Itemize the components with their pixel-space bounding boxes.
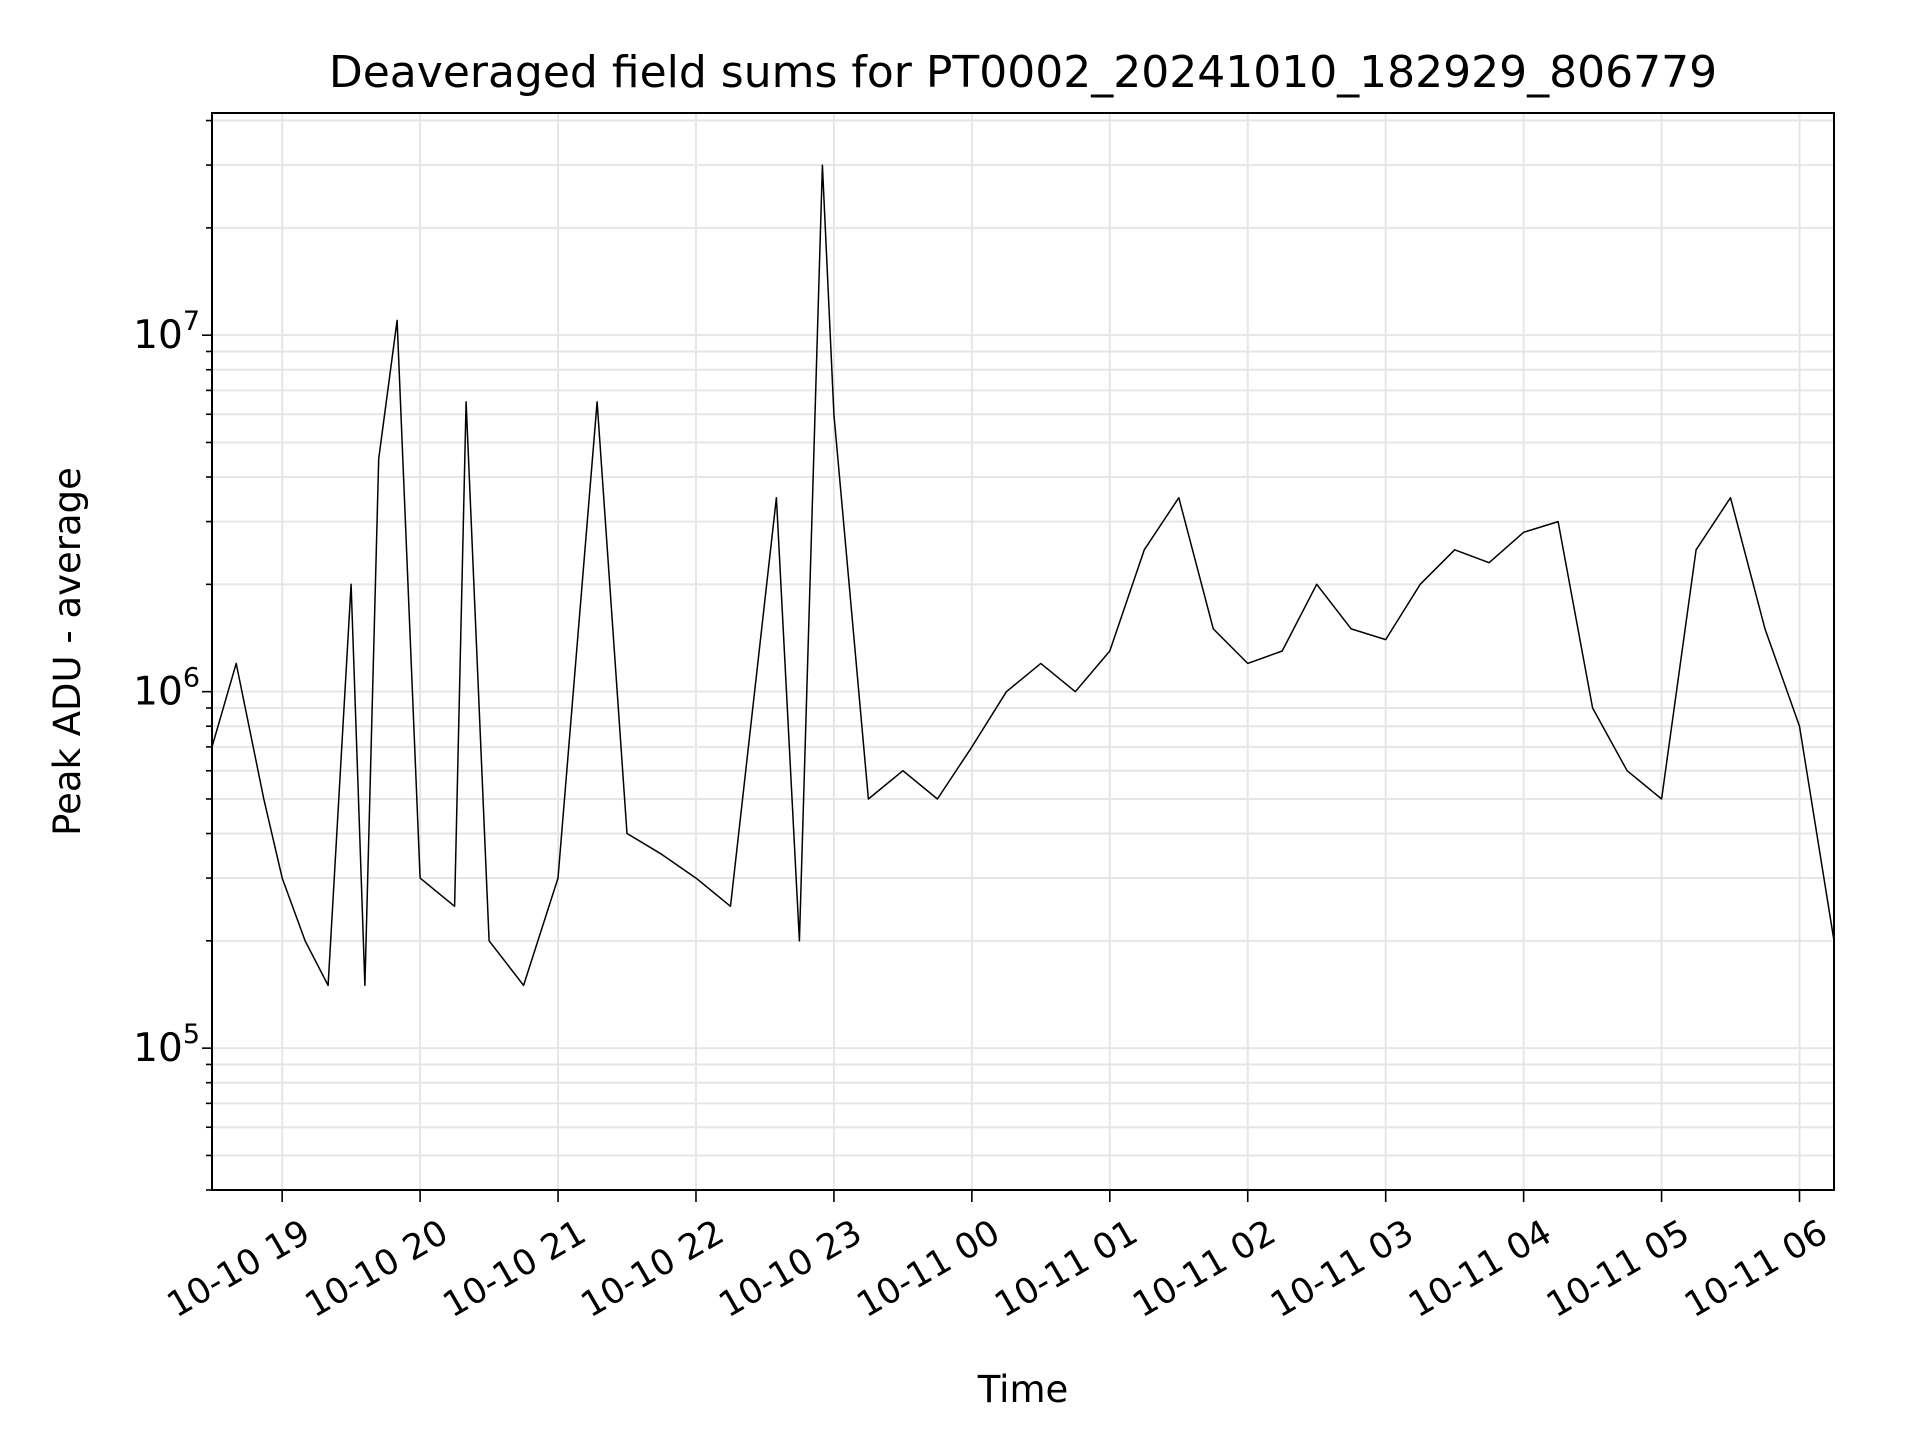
y-tick-label: 105: [133, 1019, 200, 1071]
grid-lines: [212, 113, 1834, 1191]
y-axis-label: Peak ADU - average: [46, 467, 89, 836]
x-tick-label: 10-11 04: [1402, 1213, 1558, 1326]
y-tick-label: 106: [133, 663, 200, 715]
chart-title: Deaveraged field sums for PT0002_2024101…: [329, 47, 1717, 98]
x-tick-label: 10-11 01: [988, 1213, 1144, 1326]
x-tick-label: 10-11 00: [850, 1213, 1006, 1326]
series-line: [211, 164, 1835, 987]
x-axis-label: Time: [977, 1368, 1069, 1411]
x-tick-label: 10-10 19: [161, 1213, 317, 1326]
x-tick-label: 10-11 06: [1678, 1213, 1834, 1326]
x-tick-label: 10-10 23: [713, 1213, 869, 1326]
x-tick-label: 10-11 03: [1264, 1213, 1420, 1326]
x-tick-label: 10-10 22: [575, 1213, 731, 1326]
plot-frame: [211, 112, 1835, 1191]
x-tick-label: 10-10 21: [437, 1213, 593, 1326]
series-polyline: [211, 164, 1835, 987]
y-tick-label: 107: [133, 306, 200, 358]
x-tick-label: 10-11 05: [1540, 1213, 1696, 1326]
x-tick-label: 10-11 02: [1126, 1213, 1282, 1326]
x-tick-label: 10-10 20: [299, 1213, 455, 1326]
